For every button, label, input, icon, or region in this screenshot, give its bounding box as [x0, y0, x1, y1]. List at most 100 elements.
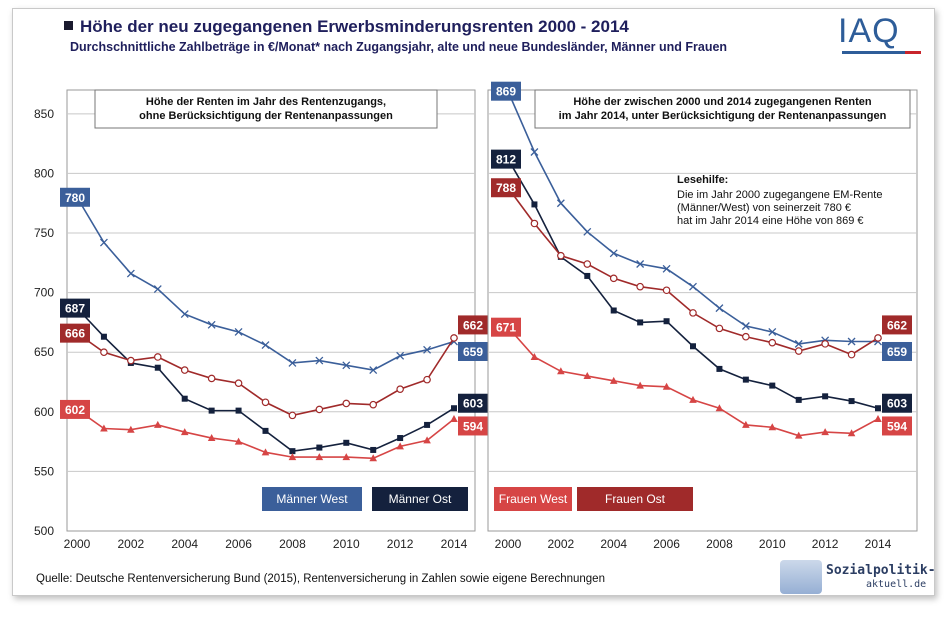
chart-subtitle: Durchschnittliche Zahlbeträge in €/Monat…	[70, 40, 728, 54]
header-box-left	[94, 89, 438, 129]
data-point-right-mo-2007	[690, 343, 696, 350]
legend-box-left-mw	[262, 487, 362, 511]
data-point-right-fo-2012	[821, 340, 829, 348]
data-point-right-mo-2006	[663, 318, 670, 325]
data-point-left-mw-2003	[153, 285, 162, 294]
data-point-right-mw-2013	[847, 337, 856, 346]
data-point-left-mo-2012	[397, 435, 404, 442]
x-tick-label-left-2006: 2006	[225, 537, 252, 551]
title-bullet-icon	[64, 21, 73, 30]
data-point-left-mw-2001	[99, 238, 108, 247]
end-label-left-mw: 659	[463, 345, 483, 359]
header-box-text-right-0: Höhe der zwischen 2000 und 2014 zugegang…	[573, 96, 872, 108]
data-point-left-fo-2009	[315, 405, 324, 414]
x-tick-label-left-2012: 2012	[387, 537, 414, 551]
data-point-left-mo-2008	[289, 448, 296, 455]
data-point-right-mo-2014	[875, 405, 881, 412]
data-point-right-mw-2010	[768, 327, 777, 336]
data-point-left-fw-2004	[180, 428, 189, 436]
data-point-right-fw-2011	[794, 431, 803, 439]
start-label-right-fo: 788	[496, 181, 516, 195]
data-point-left-fo-2008	[288, 411, 297, 420]
data-point-left-mo-2009	[316, 444, 323, 451]
data-point-right-fw-2012	[821, 428, 829, 436]
data-point-right-fo-2010	[768, 338, 777, 347]
start-label-bg-left-mo	[60, 298, 90, 318]
header-box-text-left-0: Höhe der Renten im Jahr des Rentenzugang…	[146, 96, 386, 108]
data-point-right-fo-2011	[794, 347, 803, 355]
data-point-right-mw-2008	[715, 304, 724, 313]
source-note: Quelle: Deutsche Rentenversicherung Bund…	[36, 573, 605, 585]
data-point-right-fo-2006	[662, 286, 671, 295]
data-point-right-fo-2003	[583, 260, 592, 268]
legend-label-right-fw: Frauen West	[499, 492, 568, 506]
data-point-left-fo-2012	[396, 385, 404, 393]
annotation-line-2: hat im Jahr 2014 eine Höhe von 869 €	[677, 215, 864, 227]
data-point-left-mo-2007	[262, 427, 269, 434]
data-point-right-fw-2006	[662, 382, 671, 390]
x-tick-label-right-2010: 2010	[759, 537, 786, 551]
start-label-bg-left-mw	[60, 187, 90, 207]
y-tick-label-800: 800	[34, 166, 54, 180]
data-point-left-mo-2010	[343, 439, 350, 446]
data-point-right-mo-2008	[716, 365, 723, 372]
data-point-right-mo-2003	[584, 272, 591, 279]
data-point-right-mo-2011	[795, 396, 802, 403]
panel-border-left	[66, 89, 476, 532]
data-point-left-mw-2012	[396, 351, 405, 360]
data-point-right-fw-2008	[715, 404, 724, 412]
start-label-left-fo: 666	[65, 327, 85, 341]
x-tick-label-right-2002: 2002	[548, 537, 575, 551]
iaq-logo-underline	[842, 51, 912, 54]
y-tick-label-650: 650	[34, 345, 54, 359]
data-point-left-fo-2001	[100, 348, 108, 357]
data-point-left-fo-2014	[450, 334, 458, 342]
data-point-left-fw-2006	[234, 437, 243, 445]
data-point-right-fo-2007	[689, 309, 697, 317]
y-tick-label-700: 700	[34, 286, 54, 300]
start-label-bg-left-fw	[60, 399, 90, 419]
end-label-left-fo: 662	[463, 318, 483, 332]
data-point-left-fw-2001	[100, 424, 108, 432]
data-point-left-mw-2011	[369, 366, 378, 375]
data-point-left-fo-2006	[234, 379, 243, 388]
x-tick-label-right-2014: 2014	[865, 537, 892, 551]
data-point-left-fw-2008	[288, 453, 297, 461]
data-point-right-mo-2012	[822, 393, 829, 400]
chart-title-text: Höhe der neu zugegangenen Erwerbsminderu…	[80, 17, 629, 36]
data-point-left-fo-2011	[369, 400, 378, 409]
data-point-right-fo-2008	[715, 324, 724, 333]
end-label-right-fo: 662	[887, 318, 907, 332]
data-point-left-fw-2009	[315, 453, 324, 461]
data-point-left-mo-2006	[235, 407, 242, 414]
end-label-left-fw: 594	[463, 419, 483, 433]
start-label-left-mw: 780	[65, 191, 85, 205]
chart-title: Höhe der neu zugegangenen Erwerbsminderu…	[64, 17, 629, 37]
end-label-bg-left-mw	[458, 341, 488, 361]
legend-box-left-mo	[372, 487, 468, 511]
annotation-line-1: (Männer/West) von seinerzeit 780 €	[677, 202, 851, 214]
data-point-right-fo-2004	[609, 274, 618, 283]
x-tick-label-right-2012: 2012	[812, 537, 839, 551]
data-point-left-fw-2013	[423, 436, 431, 444]
sozialpolitik-logo: Sozialpolitik- aktuell.de	[780, 560, 936, 594]
end-label-bg-right-fw	[882, 416, 912, 436]
legend-label-left-mo: Männer Ost	[389, 492, 452, 506]
data-point-right-fw-2013	[847, 429, 856, 437]
data-point-right-fw-2009	[742, 420, 750, 428]
data-point-left-mw-2004	[180, 310, 189, 319]
data-point-left-fw-2007	[261, 448, 270, 456]
data-point-right-mw-2004	[609, 249, 618, 258]
data-point-right-fo-2005	[636, 282, 644, 291]
data-point-right-fw-2001	[530, 352, 539, 360]
header-box-right	[534, 89, 911, 129]
y-tick-label-850: 850	[34, 107, 54, 121]
x-tick-label-right-2000: 2000	[495, 537, 522, 551]
start-label-bg-right-mo	[491, 149, 521, 169]
header-box-text-left-1: ohne Berücksichtigung der Rentenanpassun…	[139, 110, 393, 122]
header-box-text-right-1: im Jahr 2014, unter Berücksichtigung der…	[559, 110, 887, 122]
data-point-left-mw-2008	[288, 358, 297, 367]
data-point-left-mw-2009	[315, 356, 324, 365]
start-label-left-mo: 687	[65, 302, 85, 316]
